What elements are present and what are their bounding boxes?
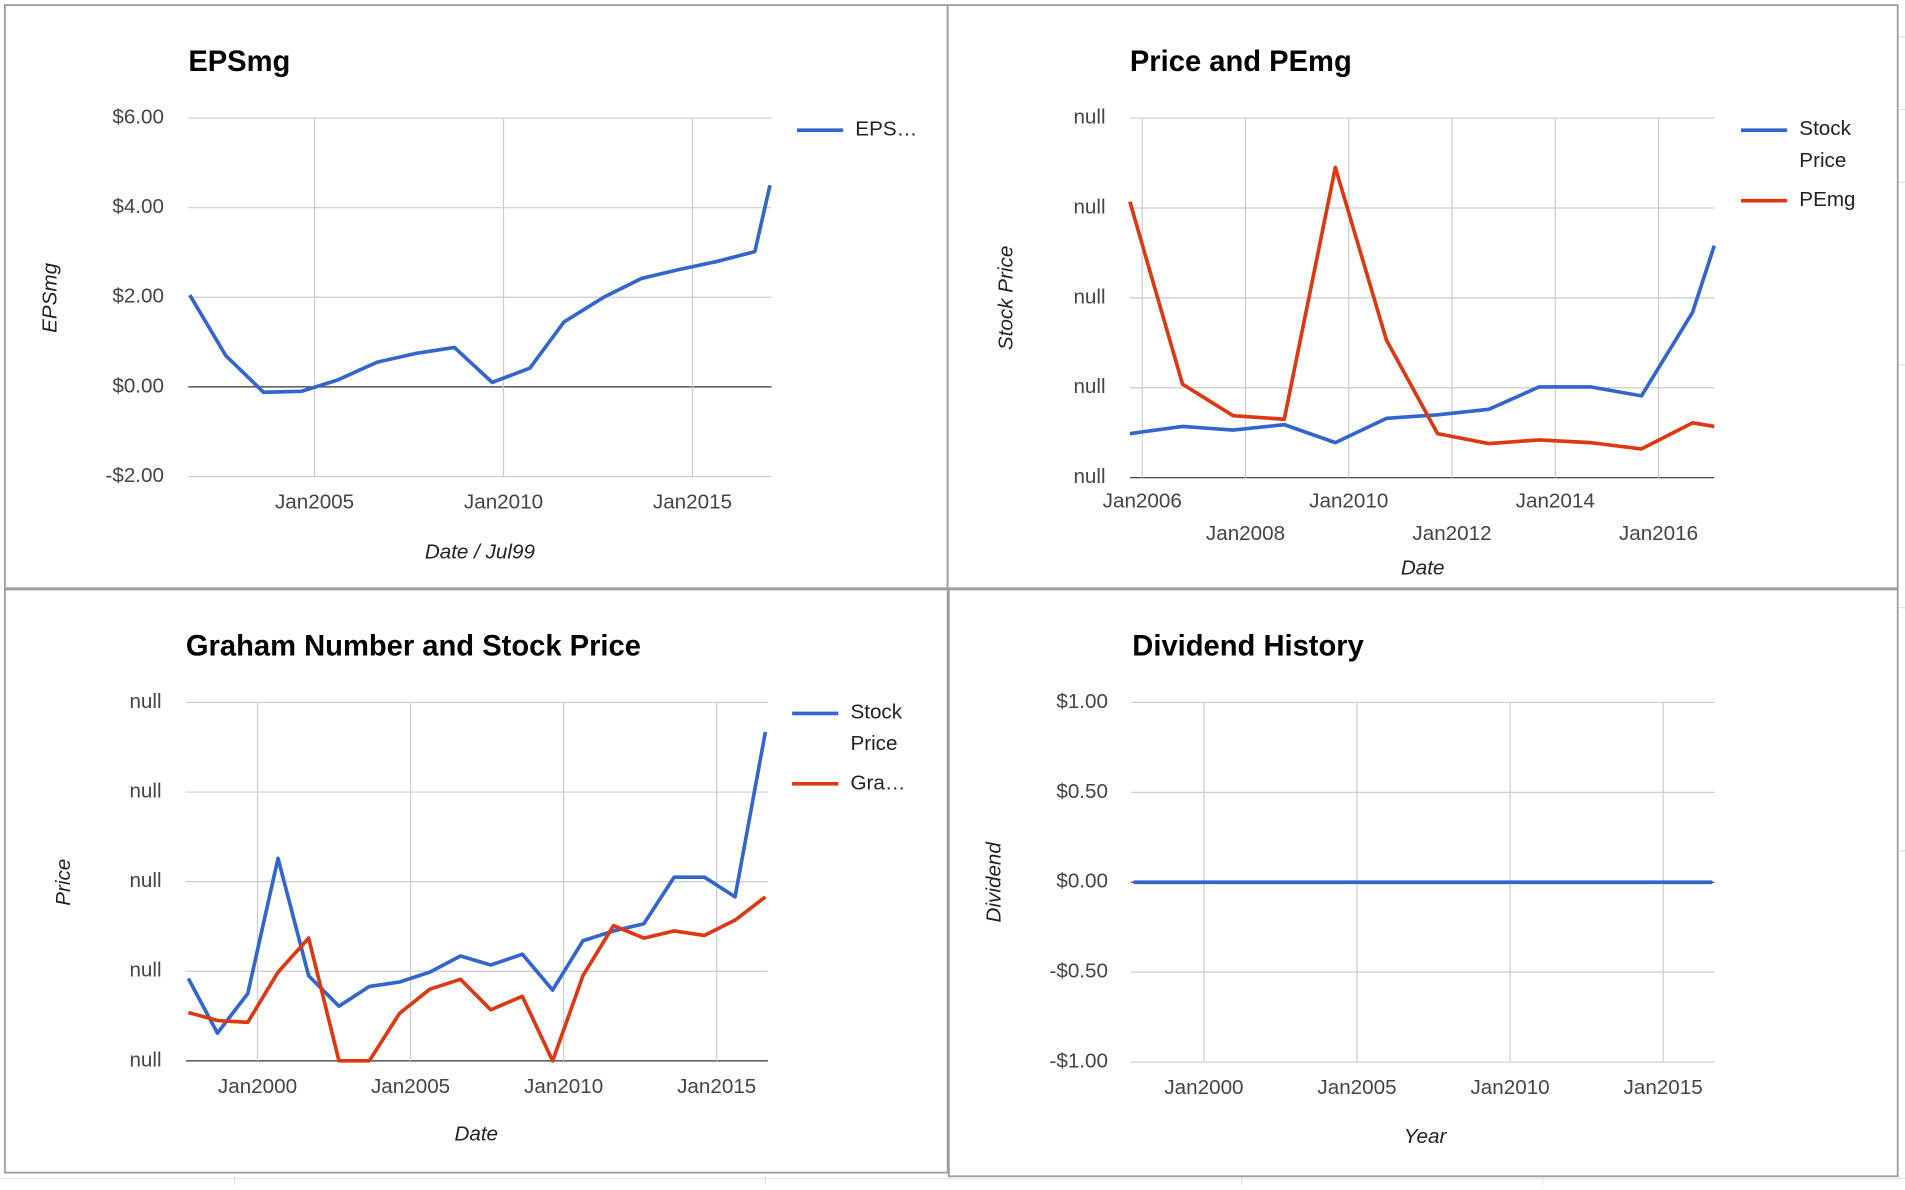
y-tick-label: null <box>129 780 161 803</box>
y-tick-label: null <box>1073 375 1105 398</box>
chart-title: Graham Number and Stock Price <box>186 630 641 662</box>
y-tick-label: null <box>1073 195 1105 218</box>
y-tick-label: null <box>1073 465 1105 488</box>
y-tick-label: $1.00 <box>1056 690 1108 713</box>
x-tick-label: Jan2015 <box>1624 1076 1703 1099</box>
chart-title: Price and PEmg <box>1130 46 1352 78</box>
y-tick-label: -$0.50 <box>1049 960 1108 983</box>
y-axis-label: Stock Price <box>995 246 1018 350</box>
legend-label: EPS… <box>855 118 917 141</box>
series-line <box>187 895 767 1063</box>
x-tick-label: Jan2005 <box>371 1075 450 1098</box>
y-tick-label: $2.00 <box>112 285 164 308</box>
x-axis-label: Date / Jul99 <box>425 540 536 563</box>
x-axis-label: Date <box>1401 556 1445 579</box>
y-tick-label: null <box>129 959 161 982</box>
y-tick-label: null <box>129 1048 161 1071</box>
x-tick-label: Jan2012 <box>1412 522 1491 545</box>
legend-label: Stock Price <box>850 701 907 756</box>
x-axis-label: Year <box>1404 1125 1448 1148</box>
y-tick-label: null <box>129 869 161 892</box>
y-tick-label: $6.00 <box>112 106 164 129</box>
x-tick-label: Jan2000 <box>1164 1076 1243 1099</box>
sheet-grid <box>0 36 1905 1185</box>
y-tick-label: null <box>129 690 161 713</box>
chart: Dividend History -$1.00 -$0.50 $0.00 $0.50 $1… <box>982 630 1715 1148</box>
x-tick-label: Jan2008 <box>1206 522 1285 545</box>
y-tick-label: $0.00 <box>112 374 164 397</box>
chart-title: EPSmg <box>188 46 290 78</box>
chart: Graham Number and Stock Price null null nul… <box>52 630 908 1145</box>
x-tick-label: Jan2016 <box>1619 522 1698 545</box>
x-tick-label: Jan2010 <box>1309 489 1388 512</box>
y-tick-label: $4.00 <box>112 195 164 218</box>
y-axis-label: Price <box>52 859 75 906</box>
y-axis-label: Dividend <box>982 841 1005 923</box>
x-tick-label: Jan2006 <box>1103 489 1182 512</box>
y-axis-label: EPSmg <box>38 262 61 332</box>
x-tick-label: Jan2010 <box>464 491 543 514</box>
series-line <box>1128 165 1715 451</box>
x-tick-label: Jan2014 <box>1516 489 1595 512</box>
y-tick-label: $0.50 <box>1056 780 1108 803</box>
series-line <box>1129 245 1716 445</box>
x-tick-label: Jan2000 <box>218 1075 297 1098</box>
legend-label: PEmg <box>1799 188 1855 211</box>
y-tick-label: $0.00 <box>1056 870 1108 893</box>
series-line <box>186 731 768 1035</box>
x-tick-label: Jan2005 <box>275 491 354 514</box>
chart-title: Dividend History <box>1132 630 1364 662</box>
y-tick-label: -$2.00 <box>105 464 164 487</box>
y-tick-label: -$1.00 <box>1049 1050 1108 1073</box>
x-tick-label: Jan2015 <box>677 1075 756 1098</box>
y-tick-label: null <box>1073 106 1105 129</box>
chart: Price and PEmgnullnullnullnullnullJan200… <box>995 46 1857 579</box>
x-tick-label: Jan2010 <box>1470 1076 1549 1099</box>
legend-label: Stock Price <box>1799 118 1856 173</box>
panel <box>946 4 1899 590</box>
series-line <box>188 184 772 395</box>
legend-label: Gra… <box>850 771 905 794</box>
x-tick-label: Jan2010 <box>524 1075 603 1098</box>
x-axis-label: Date <box>454 1122 498 1145</box>
x-tick-label: Jan2005 <box>1317 1076 1396 1099</box>
panels <box>3 4 1899 1178</box>
chart: EPSmg -$2.00 $0.00 $2.00 $4.00 $6.00 Jan2005 Ja… <box>38 46 917 563</box>
x-tick-label: Jan2015 <box>653 491 732 514</box>
y-tick-label: null <box>1073 285 1105 308</box>
